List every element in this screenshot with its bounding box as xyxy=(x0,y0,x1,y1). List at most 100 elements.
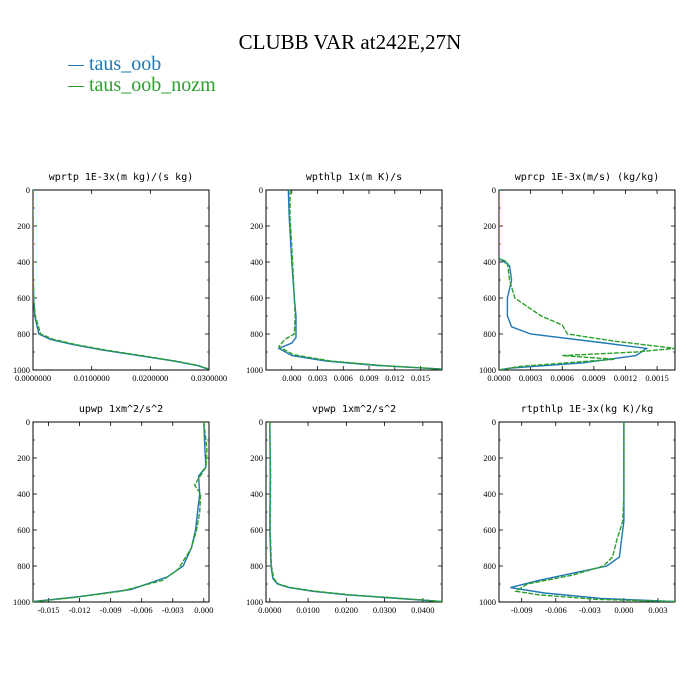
y-tick-label: 0 xyxy=(26,417,30,427)
y-tick-label: 0 xyxy=(259,417,263,427)
x-tick-label: 0.012 xyxy=(385,373,404,383)
x-tick-label: -0.003 xyxy=(579,605,601,615)
x-tick-label: 0.015 xyxy=(411,373,430,383)
y-tick-label: 600 xyxy=(483,293,496,303)
y-tick-label: 600 xyxy=(17,293,30,303)
x-tick-label: -0.009 xyxy=(100,605,122,615)
y-tick-label: 800 xyxy=(17,329,30,339)
panel-0: wprtp 1E-3x(m kg)/(s kg) 0 200 400 600 800 100… xyxy=(13,172,227,383)
x-tick-label: 0.0300 xyxy=(373,605,396,615)
y-tick-label: 800 xyxy=(483,561,496,571)
y-tick-label: 1000 xyxy=(13,365,30,375)
panel-title: upwp 1xm^2/s^2 xyxy=(79,404,163,415)
panel-title: rtpthlp 1E-3x(kg K)/kg xyxy=(521,404,653,415)
legend-swatch-taus-oob xyxy=(68,64,84,66)
y-tick-label: 1000 xyxy=(246,597,263,607)
panel-3: upwp 1xm^2/s^2 0 200 400 600 800 1000 -0.015 -0.… xyxy=(13,404,213,615)
x-tick-label: 0.000 xyxy=(282,373,301,383)
y-tick-label: 800 xyxy=(483,329,496,339)
y-tick-label: 800 xyxy=(250,329,263,339)
series-line-taus-oob xyxy=(33,190,209,370)
x-tick-label: -0.012 xyxy=(69,605,91,615)
y-tick-label: 200 xyxy=(17,453,30,463)
legend-item-taus-oob-nozm: taus_oob_nozm xyxy=(68,74,216,96)
y-tick-label: 800 xyxy=(17,561,30,571)
series-line-taus-oob xyxy=(277,190,442,370)
legend-swatch-taus-oob-nozm xyxy=(68,85,84,87)
x-tick-label: 0.0100 xyxy=(296,605,319,615)
panel-4: vpwp 1xm^2/s^2 0 200 400 600 800 10000.0000 0.0… xyxy=(246,404,443,615)
plot-frame xyxy=(32,421,210,603)
legend-label-taus-oob: taus_oob xyxy=(89,53,162,75)
series-line-taus-oob xyxy=(269,422,442,602)
x-tick-label: 0.000 xyxy=(614,605,633,615)
y-tick-label: 600 xyxy=(17,525,30,535)
plot-frame xyxy=(498,189,676,371)
x-tick-label: 0.003 xyxy=(648,605,667,615)
y-tick-label: 200 xyxy=(250,221,263,231)
series-line-taus-oob-nozm xyxy=(514,422,675,602)
series-line-taus-oob xyxy=(510,422,675,602)
series-line-taus-oob-nozm xyxy=(277,190,442,370)
y-tick-label: 200 xyxy=(17,221,30,231)
y-tick-label: 600 xyxy=(250,525,263,535)
y-tick-label: 600 xyxy=(250,293,263,303)
x-tick-label: -0.006 xyxy=(545,605,567,615)
legend-item-taus-oob: taus_oob xyxy=(68,53,161,75)
y-tick-label: 0 xyxy=(259,185,263,195)
x-tick-label: -0.003 xyxy=(162,605,184,615)
x-tick-label: 0.0100000 xyxy=(74,373,110,383)
x-tick-label: 0.006 xyxy=(334,373,353,383)
series-line-taus-oob-nozm xyxy=(269,422,442,602)
y-tick-label: 800 xyxy=(250,561,263,571)
plot-frame xyxy=(32,189,210,371)
x-tick-label: -0.006 xyxy=(131,605,153,615)
x-tick-label: 0.0015 xyxy=(645,373,668,383)
y-tick-label: 400 xyxy=(250,257,263,267)
panel-1: wpthlp 1x(m K)/s 0 200 400 600 800 1000 0.000 0.… xyxy=(246,172,443,383)
legend-label-taus-oob-nozm: taus_oob_nozm xyxy=(89,74,216,96)
y-tick-label: 600 xyxy=(483,525,496,535)
panel-5: rtpthlp 1E-3x(kg K)/kg 0 200 400 600 800 1000 -… xyxy=(479,404,676,615)
y-tick-label: 1000 xyxy=(479,365,496,375)
panel-title: wprcp 1E-3x(m/s) (kg/kg) xyxy=(515,172,660,183)
x-tick-label: 0.0000000 xyxy=(15,373,51,383)
panel-title: wprtp 1E-3x(m kg)/(s kg) xyxy=(49,172,194,183)
series-line-taus-oob-nozm xyxy=(499,190,675,370)
y-tick-label: 400 xyxy=(17,257,30,267)
y-tick-label: 400 xyxy=(483,489,496,499)
y-tick-label: 1000 xyxy=(13,597,30,607)
series-line-taus-oob-nozm xyxy=(33,190,209,370)
y-tick-label: 1000 xyxy=(246,365,263,375)
x-tick-label: 0.0009 xyxy=(582,373,605,383)
y-tick-label: 200 xyxy=(483,453,496,463)
x-tick-label: 0.0003 xyxy=(519,373,542,383)
chart-title: CLUBB VAR at242E,27N xyxy=(238,30,462,54)
x-tick-label: 0.0012 xyxy=(614,373,637,383)
y-tick-label: 200 xyxy=(483,221,496,231)
plot-frame xyxy=(498,421,676,603)
x-tick-label: -0.015 xyxy=(38,605,60,615)
x-tick-label: 0.009 xyxy=(359,373,378,383)
y-tick-label: 0 xyxy=(26,185,30,195)
y-tick-label: 400 xyxy=(17,489,30,499)
x-tick-label: 0.0006 xyxy=(551,373,574,383)
series-line-taus-oob-nozm xyxy=(33,422,208,602)
x-tick-label: 0.0300000 xyxy=(191,373,227,383)
plot-frame xyxy=(265,421,443,603)
y-tick-label: 1000 xyxy=(479,597,496,607)
y-tick-label: 200 xyxy=(250,453,263,463)
y-tick-label: 0 xyxy=(492,185,496,195)
x-tick-label: 0.003 xyxy=(308,373,327,383)
x-tick-label: 0.0400 xyxy=(411,605,434,615)
y-tick-label: 0 xyxy=(492,417,496,427)
x-tick-label: 0.0200 xyxy=(335,605,358,615)
series-line-taus-oob xyxy=(33,422,207,602)
y-tick-label: 400 xyxy=(483,257,496,267)
panel-title: wpthlp 1x(m K)/s xyxy=(306,172,402,183)
panel-title: vpwp 1xm^2/s^2 xyxy=(312,404,396,415)
x-tick-label: 0.0000 xyxy=(487,373,510,383)
panel-2: wprcp 1E-3x(m/s) (kg/kg) 0 200 400 600 800 100… xyxy=(479,172,676,383)
x-tick-label: 0.0200000 xyxy=(132,373,168,383)
